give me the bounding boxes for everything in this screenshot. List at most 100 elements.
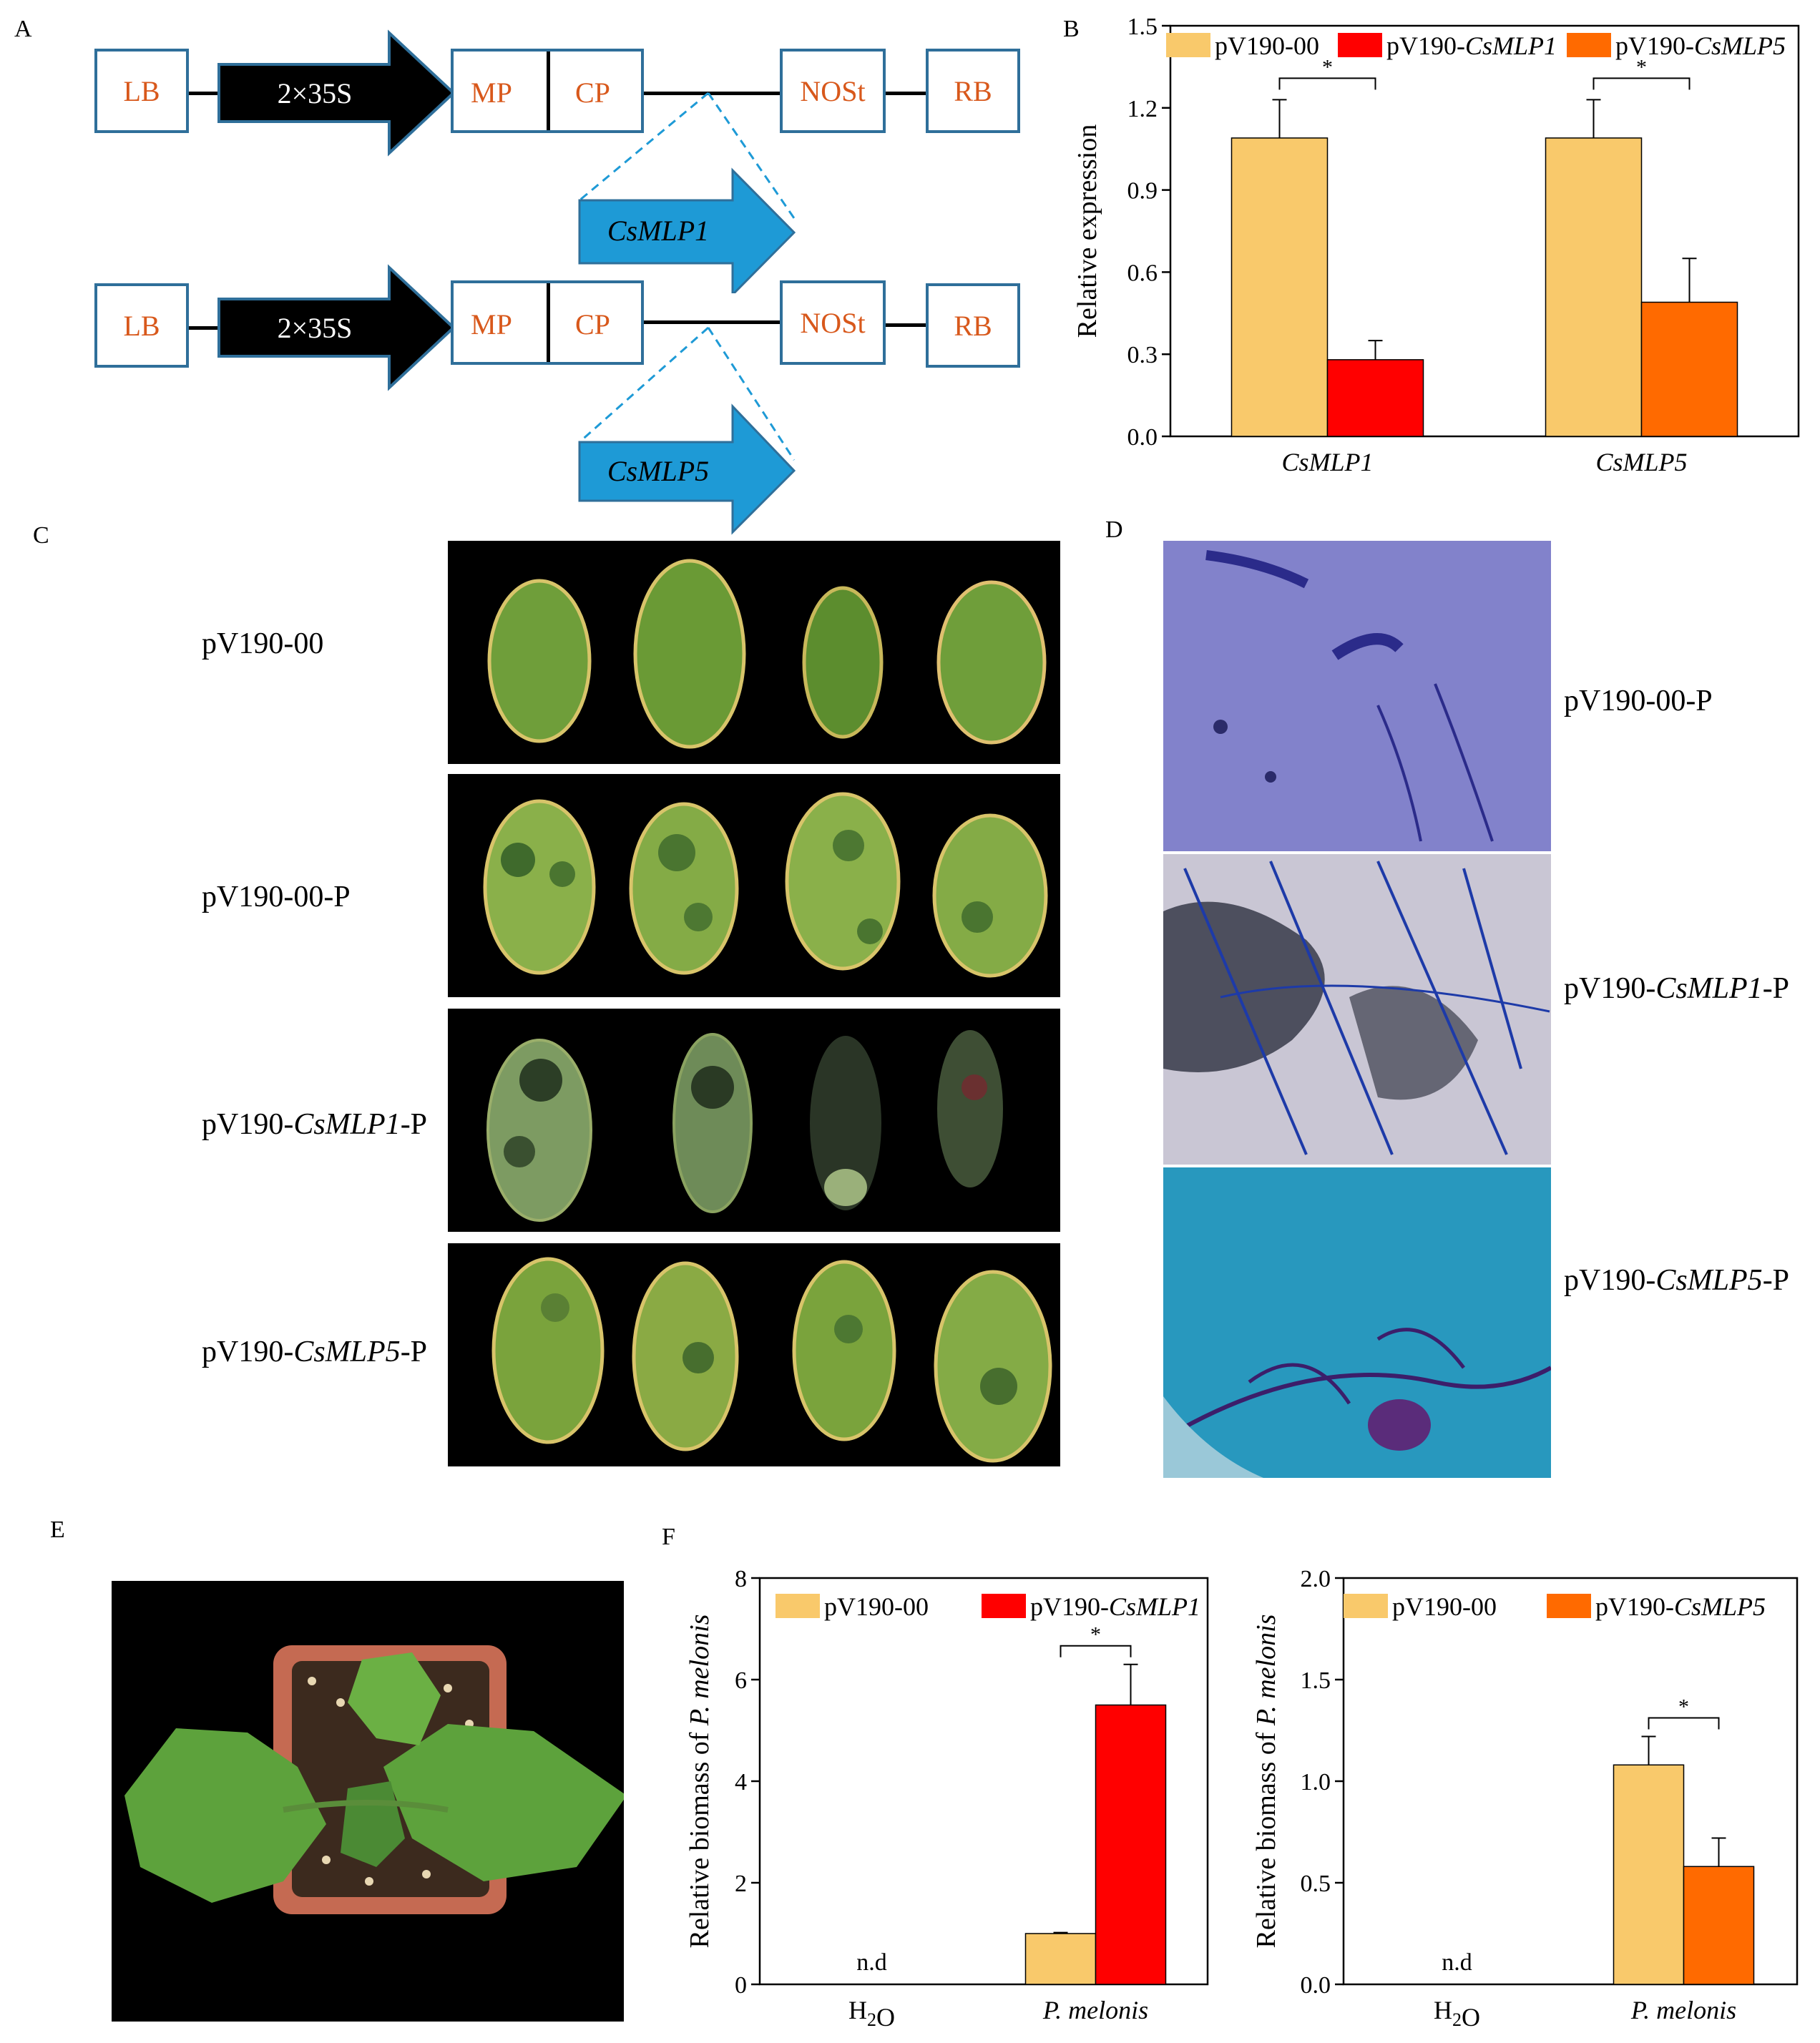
panel-label-c: C <box>33 522 49 549</box>
bar <box>1326 359 1424 437</box>
y-axis-label: Relative biomass of P. melonis <box>687 1615 715 1949</box>
panel-d-label-2: pV190-CsMLP1-P <box>1564 972 1790 1005</box>
connector-line <box>886 323 926 327</box>
connector-line <box>189 92 219 95</box>
mp-label: MP <box>471 77 512 109</box>
legend-swatch <box>1166 33 1210 57</box>
legend-label: pV190-CsMLP5 <box>1615 31 1786 60</box>
y-tick-label: 1.0 <box>1301 1769 1331 1795</box>
mp-label: MP <box>471 308 512 340</box>
legend-label: pV190-CsMLP1 <box>1386 31 1557 60</box>
legend-label: pV190-00 <box>1215 31 1319 60</box>
panel-c-label-3: pV190-CsMLP1-P <box>202 1108 428 1141</box>
y-tick-label: 0 <box>735 1972 747 1999</box>
bar <box>1545 137 1643 437</box>
panel-c-label-1: pV190-00 <box>202 627 324 660</box>
y-axis-label: Relative expression <box>1072 124 1102 338</box>
lb-box: LB <box>94 49 189 133</box>
panel-label-a: A <box>14 16 32 42</box>
leaf-photo-infected-control <box>448 774 1060 997</box>
bar <box>1613 1764 1685 1985</box>
y-tick-label: 8 <box>735 1566 747 1592</box>
panel-label-d: D <box>1105 516 1123 543</box>
panel-d-label-3: pV190-CsMLP5-P <box>1564 1264 1790 1297</box>
connector-line <box>644 320 780 324</box>
legend-swatch <box>1344 1594 1388 1618</box>
leaf-photo-mlp5-infected <box>448 1243 1060 1466</box>
significance-bracket <box>1060 1645 1132 1657</box>
panel-c-label-2: pV190-00-P <box>202 881 351 913</box>
y-tick-label: 0.6 <box>1127 260 1158 286</box>
not-detected-label: n.d <box>1442 1949 1472 1976</box>
legend-label: pV190-00 <box>824 1592 929 1621</box>
not-detected-label: n.d <box>856 1949 887 1976</box>
y-tick-label: 0.0 <box>1301 1972 1331 1999</box>
significance-star: * <box>1636 55 1647 79</box>
panel-label-b: B <box>1063 16 1080 42</box>
chart-f1: 0 2 4 6 8 Relative biomass of P. melonis H2O n.… <box>687 1566 1209 2032</box>
y-tick-label: 0.5 <box>1301 1871 1331 1897</box>
promoter-arrow: 2×35S <box>217 29 456 157</box>
significance-star: * <box>1678 1695 1689 1719</box>
legend-label: pV190-CsMLP5 <box>1595 1592 1766 1621</box>
chart-b: 0.0 0.3 0.6 0.9 1.2 1.5 Relative expression CsM… <box>1072 14 1800 476</box>
panel-label-e: E <box>50 1517 65 1543</box>
cp-label: CP <box>575 308 610 340</box>
legend-swatch <box>982 1594 1026 1618</box>
y-tick-label: 0.9 <box>1127 178 1158 205</box>
mp-cp-divider <box>547 52 550 130</box>
rb-box: RB <box>926 49 1020 133</box>
legend-swatch <box>776 1594 820 1618</box>
promoter-label: 2×35S <box>278 77 353 109</box>
bar <box>1640 301 1738 437</box>
promoter-arrow: 2×35S <box>217 264 456 391</box>
micrograph-mlp1 <box>1163 854 1551 1165</box>
y-tick-label: 1.5 <box>1301 1667 1331 1694</box>
insert-label-2: CsMLP5 <box>607 455 709 487</box>
legend-swatch <box>1338 33 1382 57</box>
x-tick-label: H2O <box>1434 1996 1480 2032</box>
y-tick-label: 4 <box>735 1769 747 1795</box>
bar <box>1095 1704 1167 1985</box>
bar <box>1231 137 1329 437</box>
mp-cp-divider <box>547 283 550 362</box>
x-tick-label: CsMLP1 <box>1281 448 1373 476</box>
chart-f2: 0.0 0.5 1.0 1.5 2.0 Relative biomass of P. me… <box>1253 1566 1799 2032</box>
mp-cp-box: MP CP <box>451 49 644 133</box>
y-axis-label: Relative biomass of P. melonis <box>1253 1615 1281 1949</box>
legend-swatch <box>1567 33 1611 57</box>
bar <box>1683 1866 1755 1985</box>
y-tick-label: 1.5 <box>1127 14 1158 40</box>
legend-swatch <box>1547 1594 1591 1618</box>
significance-star: * <box>1322 55 1333 79</box>
legend-label: pV190-00 <box>1392 1592 1497 1621</box>
insert-label-1: CsMLP1 <box>607 215 709 247</box>
significance-bracket <box>1592 77 1691 90</box>
x-tick-label: H2O <box>848 1996 895 2032</box>
panel-c-label-4: pV190-CsMLP5-P <box>202 1336 428 1368</box>
connector-line <box>189 326 219 330</box>
rb-box: RB <box>926 283 1020 368</box>
micrograph-control <box>1163 541 1551 851</box>
nos-box: NOSt <box>780 280 886 365</box>
panel-label-f: F <box>662 1524 675 1550</box>
micrograph-mlp5 <box>1163 1167 1551 1478</box>
connector-line <box>644 92 780 95</box>
panel-d-label-1: pV190-00-P <box>1564 685 1713 717</box>
y-tick-label: 6 <box>735 1667 747 1694</box>
promoter-label: 2×35S <box>278 312 353 344</box>
connector-line <box>886 92 926 95</box>
y-tick-label: 2 <box>735 1871 747 1897</box>
leaf-photo-control <box>448 541 1060 764</box>
y-tick-label: 1.2 <box>1127 96 1158 122</box>
y-tick-label: 0.0 <box>1127 424 1158 451</box>
lb-box: LB <box>94 283 189 368</box>
bar <box>1024 1933 1097 1985</box>
legend-label: pV190-CsMLP1 <box>1030 1592 1200 1621</box>
cp-label: CP <box>575 77 610 109</box>
y-tick-label: 0.3 <box>1127 342 1158 368</box>
nos-box: NOSt <box>780 49 886 133</box>
insert-arrow-1: CsMLP1 <box>578 92 796 293</box>
plant-photo <box>112 1581 624 2022</box>
mp-cp-box: MP CP <box>451 280 644 365</box>
